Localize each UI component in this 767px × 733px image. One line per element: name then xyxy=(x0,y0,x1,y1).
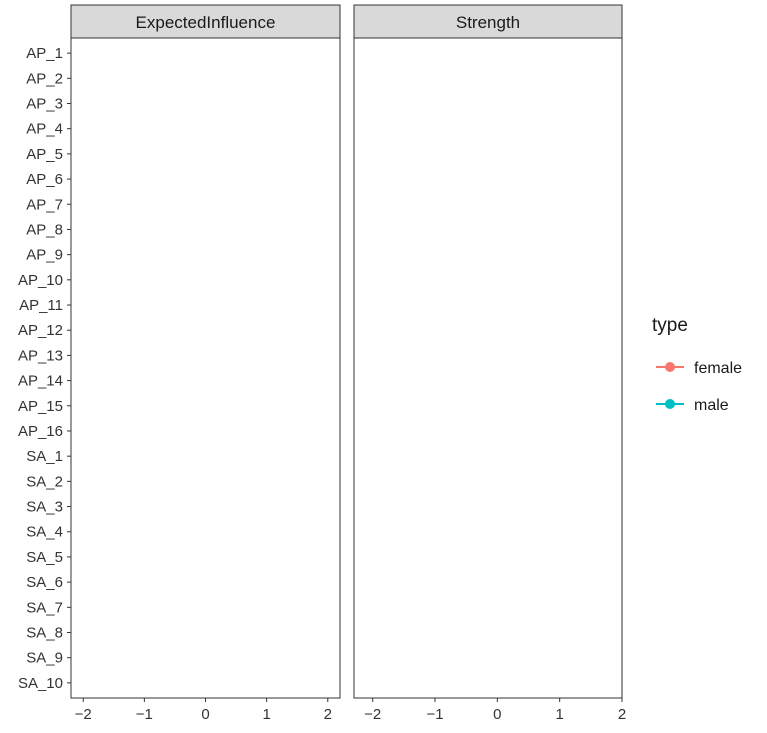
y-tick-label: AP_9 xyxy=(26,247,63,264)
y-tick-label: SA_8 xyxy=(26,625,63,642)
y-tick-label: AP_15 xyxy=(18,398,63,415)
y-tick-label: AP_1 xyxy=(26,45,63,62)
facet-panel-1: ExpectedInfluence −2 −1 0 1 2 xyxy=(70,4,341,723)
x-tick-label: 2 xyxy=(324,706,332,723)
legend-title: type xyxy=(652,315,688,336)
facet-strip xyxy=(353,4,623,39)
y-tick-label: AP_5 xyxy=(26,146,63,163)
legend-key-point-female xyxy=(665,362,675,372)
x-tick-label: 2 xyxy=(618,706,626,723)
y-tick-label: SA_7 xyxy=(26,599,63,616)
y-tick-label: AP_8 xyxy=(26,221,63,238)
panel-border xyxy=(70,37,341,699)
legend-key-point-male xyxy=(665,399,675,409)
legend-label-male: male xyxy=(694,397,729,414)
facet-panel-2: Strength −2 −1 0 1 2 xyxy=(353,4,626,723)
y-axis: AP_1 AP_2 AP_3 AP_4 AP_5 AP_6 AP_7 AP_8 AP_9 AP_1… xyxy=(18,45,71,692)
x-tick-label: −2 xyxy=(364,706,381,723)
legend: type female male xyxy=(652,315,742,414)
y-tick-label: AP_2 xyxy=(26,70,63,87)
y-tick-label: AP_14 xyxy=(18,373,63,390)
y-tick-label: SA_5 xyxy=(26,549,63,566)
y-tick-label: AP_6 xyxy=(26,171,63,188)
y-tick-label: AP_10 xyxy=(18,272,63,289)
y-tick-label: SA_9 xyxy=(26,650,63,667)
y-tick-label: SA_10 xyxy=(18,675,63,692)
x-tick-label: 0 xyxy=(201,706,209,723)
y-tick-label: SA_3 xyxy=(26,499,63,516)
panel-border xyxy=(353,37,623,699)
x-tick-label: −2 xyxy=(75,706,92,723)
legend-entry-female: female xyxy=(656,360,742,377)
x-tick-label: 1 xyxy=(556,706,564,723)
y-tick-label: AP_4 xyxy=(26,121,63,138)
legend-label-female: female xyxy=(694,360,742,377)
x-tick-label: −1 xyxy=(426,706,443,723)
y-tick-label: SA_1 xyxy=(26,448,63,465)
y-tick-label: AP_13 xyxy=(18,347,63,364)
facet-title: ExpectedInfluence xyxy=(136,13,276,32)
y-tick-label: AP_11 xyxy=(19,297,63,314)
y-tick-label: AP_12 xyxy=(18,322,63,339)
facet-title: Strength xyxy=(456,13,520,32)
legend-entry-male: male xyxy=(656,397,729,414)
y-tick-label: AP_3 xyxy=(26,95,63,112)
y-tick-label: SA_2 xyxy=(26,473,63,490)
y-tick-label: AP_7 xyxy=(26,196,63,213)
x-tick-label: 0 xyxy=(493,706,501,723)
x-tick-label: −1 xyxy=(136,706,153,723)
y-tick-label: SA_4 xyxy=(26,524,63,541)
y-tick-label: AP_16 xyxy=(18,423,63,440)
y-tick-label: SA_6 xyxy=(26,574,63,591)
x-tick-label: 1 xyxy=(262,706,270,723)
